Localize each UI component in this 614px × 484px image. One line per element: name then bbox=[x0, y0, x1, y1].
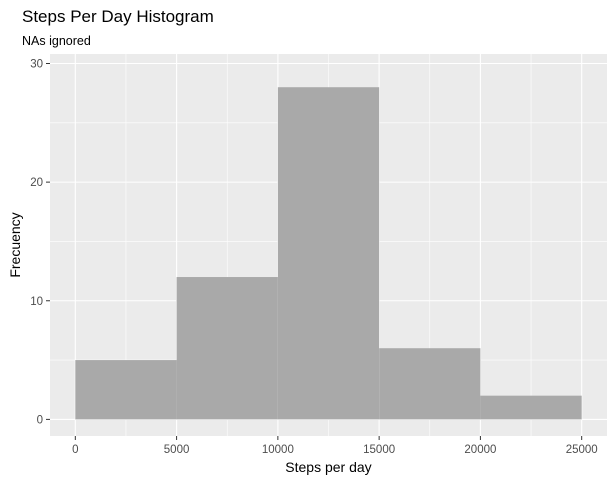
chart-subtitle: NAs ignored bbox=[22, 34, 91, 48]
histogram-bars bbox=[75, 87, 582, 420]
y-tick-label: 20 bbox=[30, 177, 43, 189]
x-tick-label: 15000 bbox=[363, 444, 395, 456]
x-axis-title: Steps per day bbox=[285, 459, 371, 475]
x-tick-label: 20000 bbox=[464, 444, 496, 456]
x-tick-label: 10000 bbox=[262, 444, 294, 456]
histogram-bar bbox=[277, 87, 380, 420]
histogram-bar bbox=[480, 395, 582, 420]
y-tick-label: 0 bbox=[37, 414, 43, 426]
y-tick-label: 30 bbox=[30, 58, 43, 70]
y-tick-label: 10 bbox=[30, 296, 43, 308]
histogram-bar bbox=[379, 348, 481, 420]
y-axis: 0 10 20 30 bbox=[30, 58, 50, 426]
y-axis-title: Frecuency bbox=[7, 212, 23, 277]
histogram-bar bbox=[75, 360, 177, 420]
chart-title: Steps Per Day Histogram bbox=[22, 7, 214, 26]
histogram-bar bbox=[176, 277, 278, 420]
x-axis: 0 5000 10000 15000 20000 25000 bbox=[72, 436, 598, 456]
x-tick-label: 5000 bbox=[164, 444, 190, 456]
x-tick-label: 25000 bbox=[566, 444, 598, 456]
x-tick-label: 0 bbox=[72, 444, 78, 456]
